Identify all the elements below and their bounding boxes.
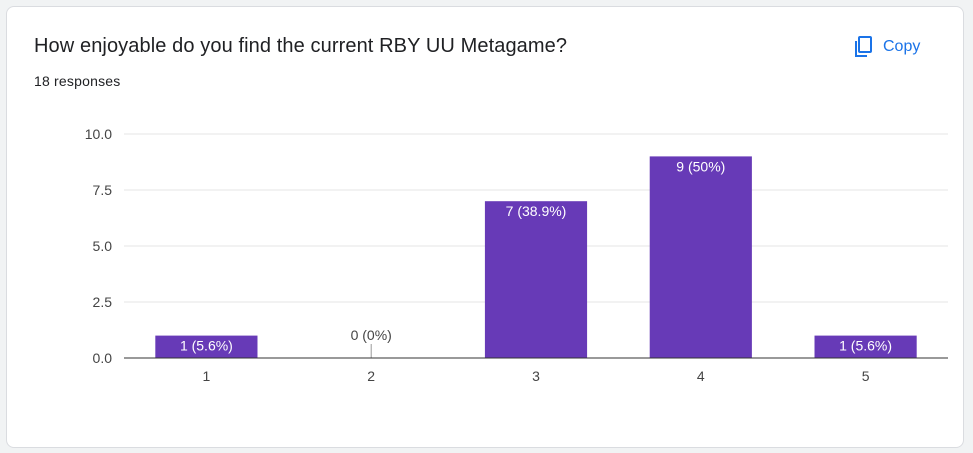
bar-data-label: 0 (0%) [351,327,392,343]
question-card: How enjoyable do you find the current RB… [6,6,964,448]
copy-icon [851,35,875,59]
x-tick-label: 1 [203,368,211,384]
x-tick-label: 2 [367,368,375,384]
bar [484,201,588,358]
copy-button[interactable]: Copy [843,29,928,65]
y-tick-label: 0.0 [93,350,113,366]
y-tick-label: 10.0 [85,126,112,142]
bar-data-label: 9 (50%) [676,158,725,174]
x-tick-label: 5 [862,368,870,384]
bar [649,156,752,358]
y-tick-label: 5.0 [93,238,113,254]
bar [814,335,917,358]
bar-chart: 0.0 2.5 5.0 7.5 10.0 1 (5.6%) 1 0 (0%) 2 7 (38.9%… [85,126,948,384]
question-title: How enjoyable do you find the current RB… [34,35,568,57]
x-tick-label: 4 [697,368,705,384]
bar-data-label: 7 (38.9%) [506,203,567,219]
bar-data-label: 1 (5.6%) [180,338,233,354]
bar [155,335,258,358]
response-count: 18 responses [34,73,121,89]
x-tick-label: 3 [532,368,540,384]
bar-data-label: 1 (5.6%) [839,338,892,354]
copy-label: Copy [883,38,921,55]
y-tick-label: 7.5 [93,182,113,198]
y-tick-label: 2.5 [93,294,113,310]
